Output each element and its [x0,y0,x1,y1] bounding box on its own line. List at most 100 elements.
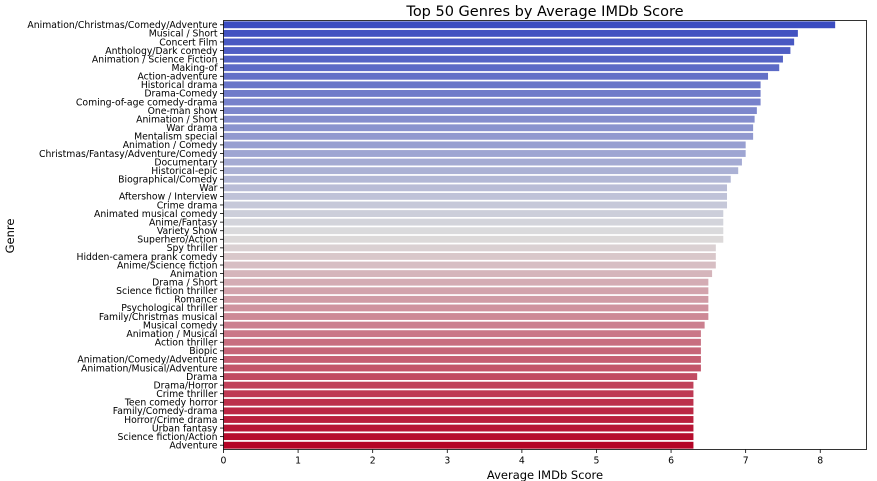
bar [223,355,701,363]
x-tick-label: 6 [668,456,674,467]
bar [223,364,701,372]
bar [223,416,694,423]
bar [223,72,769,80]
y-tick-label: Animation/Musical/Adventure [81,363,218,374]
y-tick-label: Biopic [189,346,217,357]
y-tick-label: Crime drama [157,200,218,211]
x-ticks: 0 1 2 3 4 5 6 7 8 [221,449,823,467]
bar [223,38,795,46]
y-tick-label: Musical / Short [149,29,218,40]
x-tick-label: 7 [743,456,749,467]
y-tick-label: Anthology/Dark comedy [105,46,218,57]
bar [223,201,728,209]
bar [223,81,761,89]
bar [223,390,694,398]
y-tick-label: Science fiction thriller [116,286,218,297]
bar [223,184,728,192]
bar [223,424,694,432]
y-tick-label: Science fiction/Action [117,432,217,443]
y-tick-label: Animation / Science Fiction [92,54,218,65]
y-tick-label: Variety Show [157,226,218,237]
y-tick-label: Family/Christmas musical [99,312,218,323]
y-tick-label: Drama [186,372,217,383]
y-tick-labels: Animation/Christmas/Comedy/AdventureMusi… [27,20,224,452]
bar [223,398,694,406]
bar [223,132,754,140]
y-tick-label: Crime thriller [156,389,217,400]
bar [223,330,701,338]
y-tick-label: Drama/Horror [153,380,217,391]
y-tick-label: Animated musical comedy [94,209,218,220]
y-tick-label: Teen comedy horror [124,398,218,409]
y-tick-label: Making-of [172,63,219,74]
bar [223,98,761,106]
bar [223,313,709,320]
x-tick-label: 4 [519,456,525,467]
bar [223,124,754,132]
bar [223,115,755,123]
bar [223,150,746,157]
bar [223,441,694,449]
plot-frame [223,20,867,450]
y-tick-label: Family/Comedy-drama [113,406,218,417]
y-tick-label: Historical-epic [151,166,217,177]
y-tick-label: Adventure [169,441,217,452]
bar [223,295,709,303]
y-tick-label: Anime/Fantasy [149,217,218,228]
y-tick-label: War [199,183,217,194]
y-tick-label: Historical drama [141,80,218,91]
bar [223,261,716,269]
bar [223,167,739,175]
y-tick-label: Musical comedy [143,320,218,331]
bar [223,90,761,97]
bar [223,210,724,217]
y-tick-label: Hidden-camera prank comedy [76,252,218,263]
y-tick-label: Action-adventure [137,72,217,83]
bar [223,29,798,37]
x-tick-label: 3 [444,456,450,467]
bar [223,47,791,54]
bar [223,433,694,441]
bar [223,347,701,355]
y-tick-label: Horror/Crime drama [124,415,217,426]
bar [223,287,709,295]
x-axis-label: Average IMDb Score [487,468,603,481]
bar [223,218,724,226]
bar [223,107,757,115]
y-tick-label: Documentary [154,157,218,168]
x-tick-label: 5 [594,456,600,467]
bar [223,235,724,243]
y-tick-label: Superhero/Action [137,235,217,246]
bar [223,192,728,200]
bar [223,64,780,72]
bar [223,407,694,415]
y-tick-label: War drama [166,123,217,134]
y-tick-label: Drama / Short [152,277,218,288]
y-tick-label: Animation/Christmas/Comedy/Adventure [27,20,217,31]
y-tick-label: Biographical/Comedy [118,175,218,186]
bar [223,175,731,183]
y-tick-label: Spy thriller [167,243,218,254]
y-tick-label: Animation/Comedy/Adventure [77,355,217,366]
y-tick-label: Urban fantasy [152,423,218,434]
y-tick-label: Anime/Science fiction [117,260,218,271]
chart-title: Top 50 Genres by Average IMDb Score [405,4,683,20]
bar [223,270,713,278]
y-tick-label: Drama-Comedy [144,89,218,100]
y-tick-label: One-man show [148,106,218,117]
bar [223,244,716,252]
bar [223,141,746,149]
y-tick-label: Coming-of-age comedy-drama [76,97,218,108]
y-tick-label: Animation [170,269,218,280]
x-tick-label: 8 [817,456,823,467]
bar [223,21,836,29]
y-tick-label: Aftershow / Interview [119,192,218,203]
y-tick-label: Animation / Short [136,114,218,125]
bar [223,373,698,380]
x-tick-label: 2 [370,456,376,467]
y-tick-label: Animation / Comedy [123,140,218,151]
bar [223,338,701,346]
bar [223,158,742,166]
y-axis-label: Genre [3,219,17,254]
